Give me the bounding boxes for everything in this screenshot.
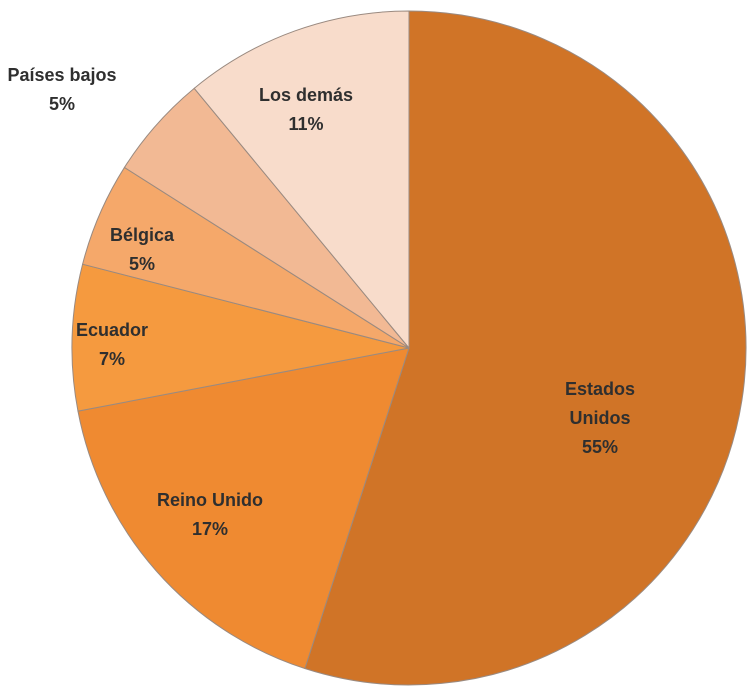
value-label: 7%: [98, 349, 125, 369]
category-label: Los demás: [258, 85, 354, 106]
category-label: Estados Unidos: [564, 378, 636, 428]
value-label: 17%: [191, 519, 229, 539]
slice-label: Los demás 11%: [236, 81, 376, 139]
category-label: Bélgica: [109, 225, 175, 246]
slice-label: Países bajos 5%: [0, 61, 142, 119]
pie-slice: [193, 10, 410, 350]
slice-label: Bélgica 5%: [82, 221, 202, 279]
pie-slice: [304, 10, 747, 686]
value-label: 5%: [128, 254, 155, 274]
slice-label: Reino Unido 17%: [130, 486, 290, 544]
category-label: Reino Unido: [157, 490, 263, 511]
pie-slice: [77, 347, 410, 670]
pie-slice: [71, 263, 410, 412]
value-label: 55%: [581, 436, 619, 457]
slice-label: Ecuador 7%: [52, 316, 172, 374]
category-label: Países bajos: [7, 65, 117, 86]
value-label: 5%: [48, 94, 75, 114]
value-label: 11%: [288, 114, 324, 134]
category-label: Ecuador: [75, 320, 149, 341]
slice-label: Estados Unidos 55%: [555, 375, 645, 461]
